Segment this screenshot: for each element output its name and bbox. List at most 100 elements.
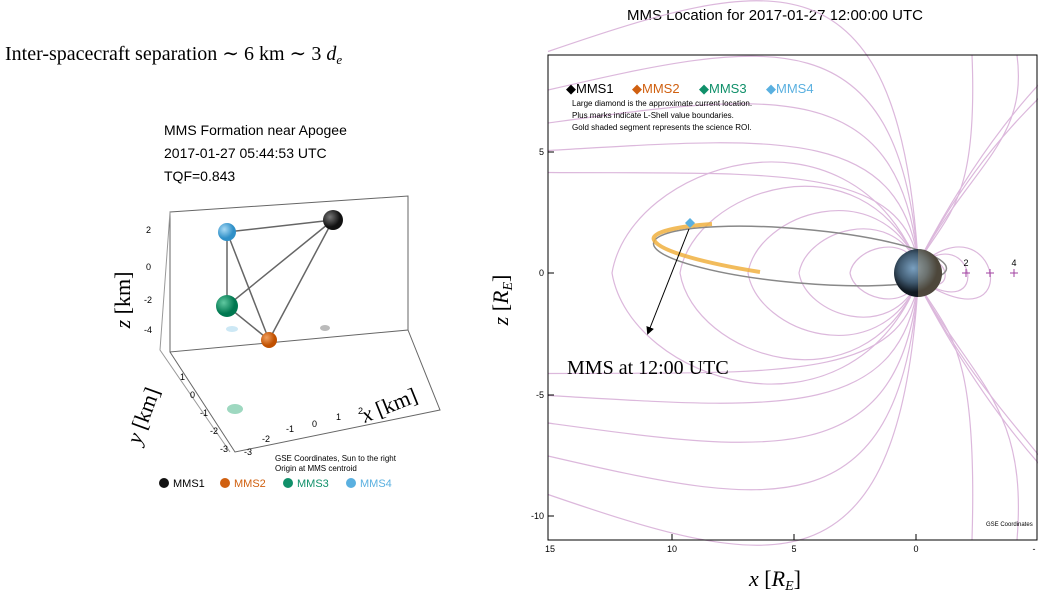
shadow xyxy=(226,326,238,332)
lshell-label: 2 xyxy=(963,258,968,268)
field-line xyxy=(918,283,1038,544)
field-line xyxy=(548,285,918,490)
tick-label: -2 xyxy=(210,426,218,436)
edge xyxy=(269,220,333,340)
field-line xyxy=(918,55,1038,263)
field-line xyxy=(748,211,918,336)
y-unit: [km] xyxy=(127,384,165,433)
field-line xyxy=(918,55,973,263)
legend-text: MMS4 xyxy=(776,81,814,96)
field-line xyxy=(918,283,973,540)
title-line: TQF=0.843 xyxy=(164,168,235,184)
tick-label: 2 xyxy=(146,225,151,235)
z-unit: [km] xyxy=(110,272,135,315)
legend-marker xyxy=(283,478,293,488)
z-symbol: z xyxy=(110,319,135,329)
tick-label: -5 xyxy=(536,390,544,400)
legend-label: MMS1 xyxy=(173,478,205,490)
x-unit-sub: E xyxy=(784,579,794,594)
right-y-ticks: 5 0 -5 -10 xyxy=(531,147,544,521)
z-label: z [km] xyxy=(110,272,135,330)
tick-label: 0 xyxy=(539,268,544,278)
field-line xyxy=(918,283,1038,540)
mms2 xyxy=(261,332,277,348)
note: Gold shaded segment represents the scien… xyxy=(572,123,752,132)
field-line xyxy=(918,25,1038,263)
bracket: ] xyxy=(794,566,801,591)
tick-label: -2 xyxy=(144,295,152,305)
left-notes: GSE Coordinates, Sun to the right Origin… xyxy=(275,454,397,473)
note: Large diamond is the approximate current… xyxy=(572,99,752,108)
tick-label: -2 xyxy=(262,434,270,444)
bracket: [ xyxy=(488,304,513,311)
tick-label: - xyxy=(1033,544,1036,554)
mms4 xyxy=(218,223,236,241)
legend-label: MMS2 xyxy=(234,478,266,490)
shadow xyxy=(227,404,243,414)
tick-label: 5 xyxy=(539,147,544,157)
title-line: 2017-01-27 05:44:53 UTC xyxy=(164,145,327,161)
tick-label: 0 xyxy=(146,262,151,272)
caption-text: Inter-spacecraft separation ∼ 6 km ∼ 3 xyxy=(5,43,326,65)
legend-marker xyxy=(159,478,169,488)
field-line xyxy=(548,285,918,403)
tick-label: 0 xyxy=(913,544,918,554)
shadow xyxy=(320,325,330,331)
z-ticks: 2 0 -2 -4 xyxy=(144,225,152,335)
legend-label: ◆MMS2 xyxy=(632,81,680,96)
x-ticks: -3 -2 -1 0 1 2 xyxy=(244,406,363,457)
legend-label: MMS3 xyxy=(297,478,329,490)
roi-segment xyxy=(654,224,760,272)
z-unit-sub: E xyxy=(501,282,516,292)
left-legend: MMS1 MMS2 MMS3 MMS4 xyxy=(159,478,392,490)
edge xyxy=(227,220,333,232)
legend-label: ◆MMS1 xyxy=(566,81,614,96)
annotation: MMS at 12:00 UTC xyxy=(567,357,729,379)
legend-text: MMS1 xyxy=(576,81,614,96)
x-symbol: x xyxy=(748,566,759,591)
legend-label: ◆MMS4 xyxy=(766,81,814,96)
tick-label: -10 xyxy=(531,511,544,521)
z-unit: R xyxy=(488,290,513,305)
right-title: MMS Location for 2017-01-27 12:00:00 UTC xyxy=(627,7,923,24)
tick-label: -4 xyxy=(144,325,152,335)
bracket: ] xyxy=(488,275,513,282)
tick-label: -3 xyxy=(244,447,252,457)
legend-label: ◆MMS3 xyxy=(699,81,747,96)
note: Origin at MMS centroid xyxy=(275,464,357,473)
left-title: MMS Formation near Apogee 2017-01-27 05:… xyxy=(164,122,347,184)
tick-label: 0 xyxy=(190,390,195,400)
mms1 xyxy=(323,210,343,230)
mms3 xyxy=(216,295,238,317)
field-line xyxy=(548,143,918,261)
y-symbol: y xyxy=(121,429,149,449)
tick-label: 1 xyxy=(180,372,185,382)
x-label: x [RE] xyxy=(748,566,801,594)
tetrahedron xyxy=(227,220,333,340)
legend-marker xyxy=(346,478,356,488)
back-face xyxy=(170,196,408,352)
right-x-ticks: 15 10 5 0 - xyxy=(545,544,1036,554)
y-ticks: 1 0 -1 -2 -3 xyxy=(180,372,228,454)
tick-label: -1 xyxy=(286,424,294,434)
legend-text: MMS2 xyxy=(642,81,680,96)
tick-label: -1 xyxy=(200,408,208,418)
right-notes: Large diamond is the approximate current… xyxy=(572,99,752,132)
edge xyxy=(227,220,333,306)
z-symbol: z xyxy=(488,316,513,326)
field-line xyxy=(548,285,918,545)
x-unit: R xyxy=(771,566,786,591)
lshell-marks xyxy=(962,269,1018,277)
bracket: [ xyxy=(764,566,771,591)
tick-label: 15 xyxy=(545,544,555,554)
plus xyxy=(986,269,994,277)
legend-marker xyxy=(220,478,230,488)
z-label: z [RE] xyxy=(488,275,516,327)
coords-note: GSE Coordinates xyxy=(986,522,1033,528)
tick-label: 0 xyxy=(312,419,317,429)
tick-label: -3 xyxy=(220,444,228,454)
legend-label: MMS4 xyxy=(360,478,392,490)
tick-label: 10 xyxy=(667,544,677,554)
caption-subscript: e xyxy=(336,52,342,67)
lshell-label: 4 xyxy=(1011,258,1016,268)
